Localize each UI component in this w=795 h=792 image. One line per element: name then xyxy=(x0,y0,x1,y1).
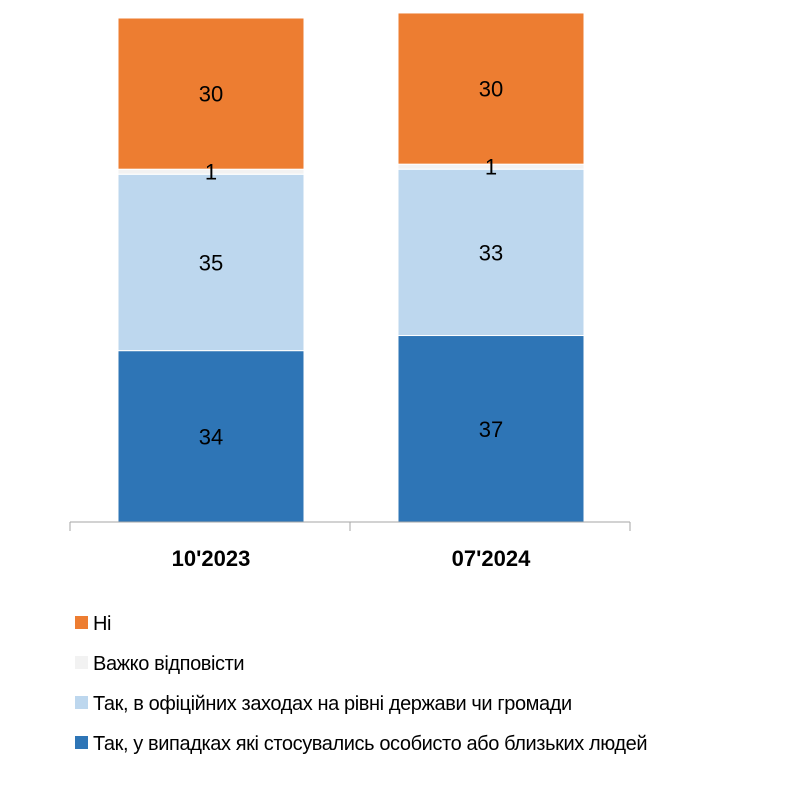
data-label: 30 xyxy=(479,77,503,102)
legend-marker xyxy=(75,696,88,709)
legend-marker xyxy=(75,616,88,629)
x-tick-label: 07'2024 xyxy=(452,546,531,571)
data-label: 35 xyxy=(199,250,223,275)
legend-label: Ні xyxy=(93,613,111,635)
bar-segment xyxy=(397,12,585,165)
legend-label: Важко відповісти xyxy=(93,653,244,675)
x-axis: 10'2023 07'2024 xyxy=(69,521,631,571)
data-label: 34 xyxy=(199,424,223,449)
bars-group xyxy=(117,12,585,523)
legend-marker xyxy=(75,736,88,749)
data-label: 1 xyxy=(205,160,217,185)
legend-label: Так, у випадках які стосувались особисто… xyxy=(93,733,647,755)
data-label: 1 xyxy=(485,155,497,180)
bar-segment xyxy=(117,350,305,523)
data-label: 37 xyxy=(479,417,503,442)
x-tick-label: 10'2023 xyxy=(172,546,251,571)
data-labels-group: 34 35 1 30 37 33 1 30 xyxy=(199,77,503,450)
legend-marker xyxy=(75,656,88,669)
legend-label: Так, в офіційних заходах на рівні держав… xyxy=(93,693,572,715)
bar-segment xyxy=(117,17,305,170)
bar-segment xyxy=(397,335,585,523)
bar-segment xyxy=(117,173,305,352)
legend: Ні Важко відповісти Так, в офіційних заход… xyxy=(75,613,648,755)
data-label: 30 xyxy=(199,82,223,107)
data-label: 33 xyxy=(479,240,503,265)
